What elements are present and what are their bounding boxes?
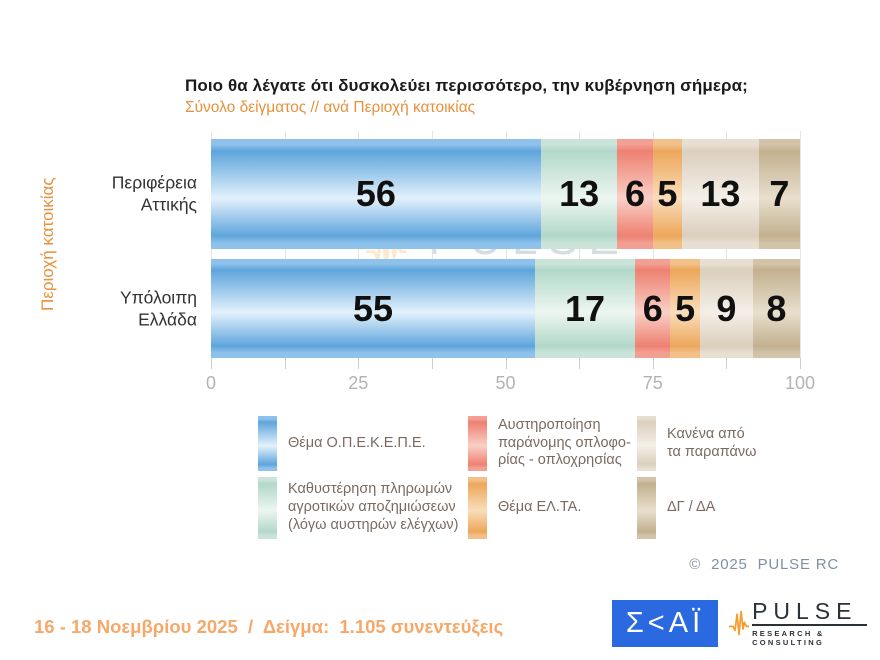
category-label: Περιφέρεια Αττικής (111, 172, 197, 215)
bar-segment: 5 (652, 139, 683, 249)
bar-segment: 6 (635, 259, 671, 358)
legend-item: Θέμα Ο.Π.Ε.Κ.Ε.Π.Ε. (258, 416, 458, 471)
legend-item: Αυστηροποίηση παράνομης οπλοφο- ρίας - ο… (468, 416, 631, 471)
pulse-logo-name: PULSE (752, 599, 867, 627)
legend-column-2: Αυστηροποίηση παράνομης οπλοφο- ρίας - ο… (468, 416, 631, 539)
x-axis-tick-label: 100 (784, 373, 816, 393)
x-axis-tick-label: 75 (642, 373, 663, 393)
legend-swatch (258, 416, 277, 471)
legend-label: Θέμα Ο.Π.Ε.Κ.Ε.Π.Ε. (288, 434, 426, 451)
x-axis-tick-label: 0 (205, 373, 217, 393)
legend-item: Θέμα ΕΛ.ΤΑ. (468, 477, 631, 539)
bar-segment-value: 5 (675, 287, 696, 329)
legend-swatch (468, 416, 487, 471)
x-axis-tick (284, 358, 286, 369)
x-axis-tick (579, 358, 581, 369)
legend-label: ΔΓ / ΔΑ (667, 499, 716, 516)
chart-title: Ποιο θα λέγατε ότι δυσκολεύει περισσότερ… (185, 76, 748, 95)
legend-label: Αυστηροποίηση παράνομης οπλοφο- ρίας - ο… (498, 416, 631, 469)
x-axis-tick (211, 358, 212, 369)
x-axis-tick (652, 358, 654, 369)
x-axis-tick-label: 50 (495, 373, 516, 393)
bar-segment: 13 (682, 139, 759, 249)
gridline (800, 131, 801, 358)
pulse-logo-tagline: RESEARCH & CONSULTING (752, 629, 825, 648)
bar-segment: 17 (534, 259, 636, 358)
bar-segment-value: 9 (716, 287, 737, 329)
bar-segment: 56 (211, 139, 541, 249)
legend-column-1: Θέμα Ο.Π.Ε.Κ.Ε.Π.Ε. Καθυστέρηση πληρωμών … (258, 416, 458, 539)
bar-segment-value: 56 (355, 173, 396, 214)
bar-segment-value: 55 (352, 287, 393, 329)
legend-label: Καθυστέρηση πληρωμών αγροτικών αποζημιώσ… (288, 481, 459, 533)
x-axis-tick (358, 358, 360, 369)
bar-segment: 13 (540, 139, 618, 249)
legend-item: Καθυστέρηση πληρωμών αγροτικών αποζημιώσ… (258, 477, 458, 539)
pulse-logo-text: PULSE RESEARCH & CONSULTING (752, 599, 867, 647)
legend-label: Θέμα ΕΛ.ΤΑ. (498, 499, 582, 516)
skai-logo-text: Σ<ΑΪ (625, 607, 705, 639)
bar-segment-value: 17 (564, 287, 606, 329)
pulse-logo: PULSE RESEARCH & CONSULTING (729, 597, 867, 649)
bar-segment: 55 (211, 259, 535, 358)
category-label: Υπόλοιπη Ελλάδα (119, 287, 197, 330)
legend-swatch (258, 477, 277, 539)
x-axis-tick-label: 25 (348, 373, 369, 393)
bar-segment: 9 (699, 259, 753, 358)
bar-segment-value: 8 (766, 287, 787, 329)
bar-row: 56 13 6 5 13 7 (211, 139, 800, 249)
legend-item: Κανένα από τα παραπάνω (637, 416, 757, 471)
legend-swatch (637, 416, 656, 471)
fieldwork-text: 16 - 18 Νοεμβρίου 2025 / Δείγμα: 1.105 σ… (34, 616, 504, 637)
bar-segment: 6 (617, 139, 653, 249)
bar-segment-value: 6 (625, 173, 646, 214)
x-axis-tick (431, 358, 433, 369)
copyright-text: © 2025 PULSE RC (689, 556, 839, 573)
skai-logo: Σ<ΑΪ (612, 600, 718, 647)
legend-item: ΔΓ / ΔΑ (637, 477, 757, 539)
bar-segment-value: 6 (642, 287, 663, 329)
bar-segment: 8 (752, 259, 800, 358)
bar-segment: 7 (758, 139, 800, 249)
legend-swatch (468, 477, 487, 539)
x-axis-tick (726, 358, 728, 369)
bar-segment-value: 13 (559, 173, 600, 214)
bar-segment: 5 (670, 259, 700, 358)
x-axis: 0 25 50 75 100 (206, 358, 815, 400)
bar-row: 55 17 6 5 9 8 (211, 259, 800, 358)
legend-label: Κανένα από τα παραπάνω (667, 425, 757, 460)
legend-swatch (637, 477, 656, 539)
legend-column-3: Κανένα από τα παραπάνω ΔΓ / ΔΑ (637, 416, 757, 539)
bar-segment-value: 13 (700, 173, 741, 214)
category-labels: Περιφέρεια Αττικής Υπόλοιπη Ελλάδα (0, 131, 197, 358)
chart-subtitle: Σύνολο δείγματος // ανά Περιοχή κατοικία… (185, 99, 476, 116)
plot-area: PULSE RESEARCH & CONSULTING 561365137551… (211, 131, 801, 358)
bar-segment-value: 7 (769, 173, 790, 214)
x-axis-tick (505, 358, 507, 369)
pulse-logo-waveform-icon (729, 610, 750, 636)
bar-segment-value: 5 (657, 173, 678, 214)
x-axis-tick (800, 358, 801, 369)
